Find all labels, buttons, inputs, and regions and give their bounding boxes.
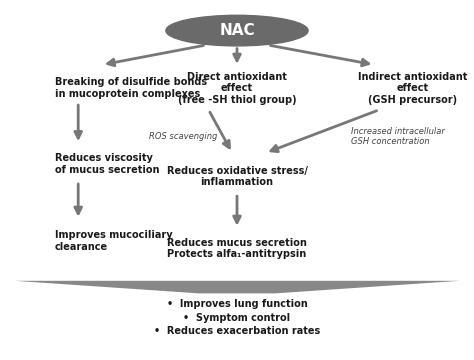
Text: •  Symptom control: • Symptom control	[183, 312, 291, 323]
Text: ROS scavenging: ROS scavenging	[149, 132, 218, 141]
Polygon shape	[14, 281, 460, 293]
Text: NAC: NAC	[219, 23, 255, 38]
Text: Improves mucociliary
clearance: Improves mucociliary clearance	[55, 230, 172, 252]
Text: Increased intracellular
GSH concentration: Increased intracellular GSH concentratio…	[351, 127, 445, 147]
Text: •  Reduces exacerbation rates: • Reduces exacerbation rates	[154, 326, 320, 336]
Text: Reduces viscosity
of mucus secretion: Reduces viscosity of mucus secretion	[55, 153, 159, 175]
Text: •  Improves lung function: • Improves lung function	[167, 299, 307, 309]
Ellipse shape	[166, 15, 308, 46]
Text: Indirect antioxidant
effect
(GSH precursor): Indirect antioxidant effect (GSH precurs…	[358, 72, 467, 105]
Text: Reduces mucus secretion
Protects alfa₁-antitrypsin: Reduces mucus secretion Protects alfa₁-a…	[167, 238, 307, 259]
Text: Reduces oxidative stress/
inflammation: Reduces oxidative stress/ inflammation	[166, 166, 308, 187]
Text: Breaking of disulfide bonds
in mucoprotein complexes: Breaking of disulfide bonds in mucoprote…	[55, 77, 207, 99]
Text: Direct antioxidant
effect
(free -SH thiol group): Direct antioxidant effect (free -SH thio…	[178, 72, 296, 105]
